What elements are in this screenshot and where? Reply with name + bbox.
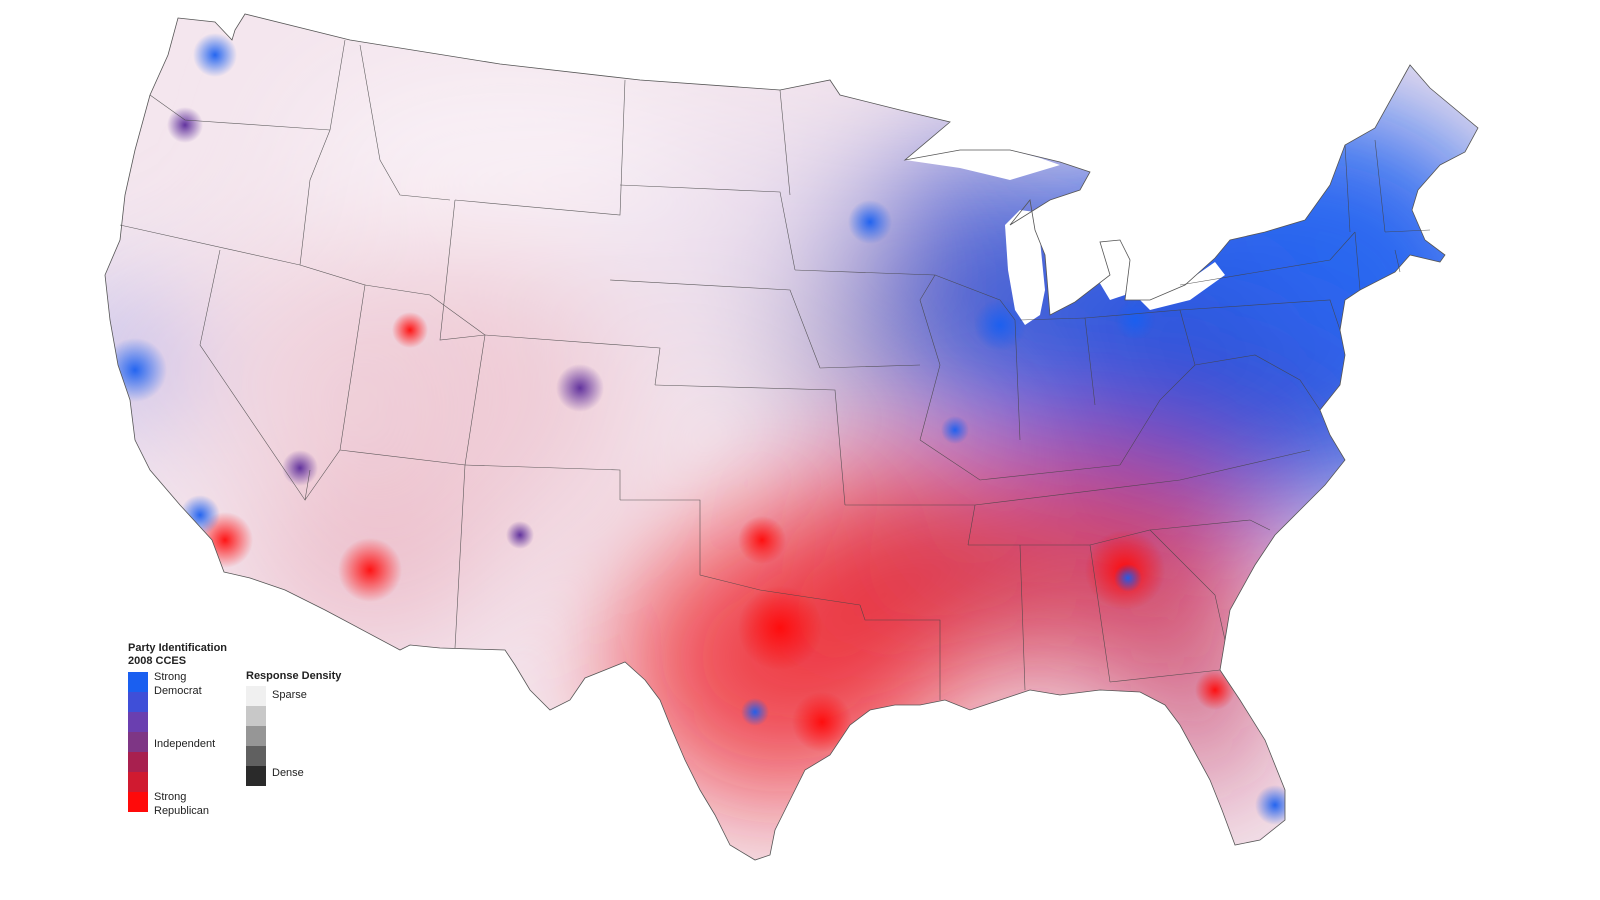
city-hotspots	[105, 33, 1295, 825]
swatch-lean-republican	[128, 752, 148, 772]
country-outline	[104, 13, 1479, 861]
party-legend-title-line2: 2008 CCES	[128, 655, 187, 667]
swatch-lean-democrat	[128, 712, 148, 732]
state-borders	[119, 39, 1431, 700]
swatch-density-1	[246, 686, 266, 706]
swatch-strong-democrat	[128, 672, 148, 692]
label-sparse: Sparse	[272, 689, 307, 701]
label-strong-democrat-2: Democrat	[154, 685, 202, 697]
swatch-density-3	[246, 726, 266, 746]
swatch-strong-republican	[128, 792, 148, 812]
swatch-density-2	[246, 706, 266, 726]
label-strong-republican-2: Republican	[154, 805, 210, 817]
label-strong-republican-1: Strong	[154, 791, 187, 803]
swatch-democrat	[128, 692, 148, 712]
great-lakes	[905, 145, 1225, 325]
swatch-density-5	[246, 766, 266, 786]
density-legend-title: Response Density	[246, 670, 342, 682]
swatch-republican	[128, 772, 148, 792]
density-legend: Response Density Sparse Dense	[246, 670, 342, 786]
party-legend: Party Identification 2008 CCES Strong De…	[128, 642, 228, 817]
label-strong-democrat-1: Strong	[154, 671, 187, 683]
label-dense: Dense	[272, 767, 304, 779]
swatch-density-4	[246, 746, 266, 766]
density-swatch-column	[246, 686, 266, 786]
party-legend-title-line1: Party Identification	[128, 642, 228, 654]
label-independent: Independent	[154, 738, 216, 750]
swatch-independent	[128, 732, 148, 752]
party-swatch-column	[128, 672, 148, 812]
